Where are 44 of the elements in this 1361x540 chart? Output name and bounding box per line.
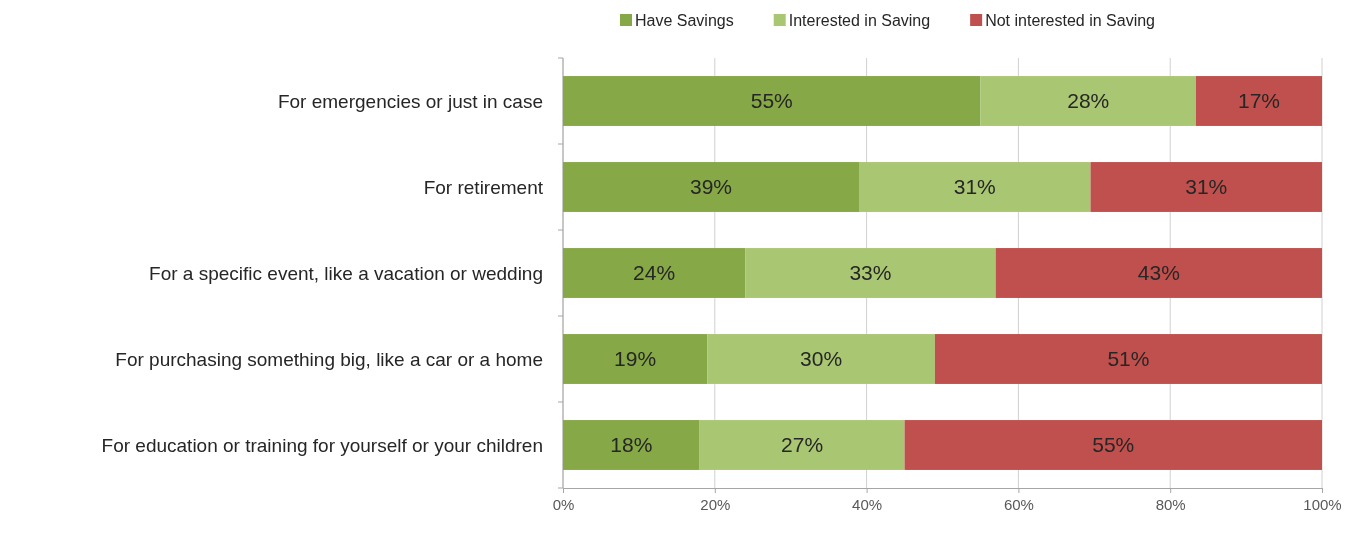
x-tick-label: 80% — [1155, 495, 1186, 513]
bar — [1196, 76, 1322, 126]
bar — [980, 76, 1197, 126]
data-label: 55% — [1092, 433, 1135, 457]
bar — [904, 420, 1322, 470]
data-label: 43% — [1137, 261, 1180, 285]
data-label: 33% — [849, 261, 892, 285]
x-tick-label: 40% — [852, 495, 883, 513]
bar — [707, 334, 935, 384]
x-tick-label: 0% — [552, 495, 575, 513]
legend-label: Not interested in Saving — [985, 11, 1156, 29]
y-tick-label: For emergencies or just in case — [277, 90, 543, 112]
bar — [563, 420, 700, 470]
data-label: 31% — [1185, 175, 1228, 199]
bar — [563, 248, 746, 298]
bar — [563, 162, 860, 212]
data-label: 51% — [1107, 347, 1150, 371]
data-label: 31% — [953, 175, 996, 199]
data-label: 27% — [781, 433, 824, 457]
bar — [563, 334, 708, 384]
bar — [859, 162, 1091, 212]
legend-label: Interested in Saving — [788, 11, 931, 29]
data-label: 17% — [1237, 89, 1281, 113]
data-label: 24% — [633, 261, 676, 285]
bar — [1090, 162, 1322, 212]
bar — [934, 334, 1322, 384]
y-tick-label: For retirement — [423, 176, 544, 198]
data-label: 18% — [610, 433, 653, 457]
data-label: 39% — [689, 175, 733, 199]
data-label: 55% — [750, 89, 793, 113]
data-label: 30% — [800, 347, 843, 371]
bar — [563, 76, 981, 126]
y-tick-label: For purchasing something big, like a car or a home — [115, 348, 543, 370]
data-label: 19% — [614, 347, 657, 371]
x-tick-label: 20% — [700, 495, 731, 513]
bar — [995, 248, 1322, 298]
legend-label: Have Savings — [635, 11, 734, 29]
x-tick-label: 60% — [1003, 495, 1034, 513]
bar — [699, 420, 905, 470]
y-tick-label: For education or training for yourself or your children — [101, 434, 543, 456]
data-label: 28% — [1067, 89, 1110, 113]
bar — [745, 248, 996, 298]
y-tick-label: For a specific event, like a vacation or wedding — [149, 262, 543, 284]
x-tick-label: 100% — [1303, 495, 1342, 513]
